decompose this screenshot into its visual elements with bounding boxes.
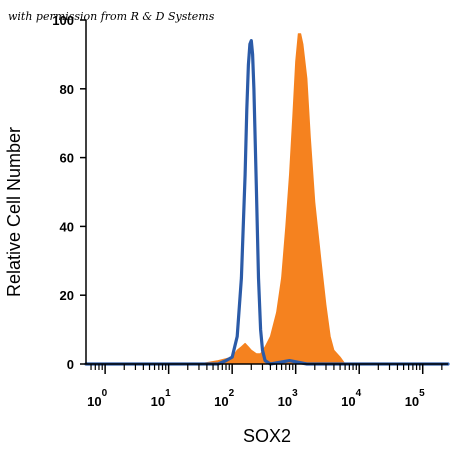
x-tick-label: 100 <box>87 388 107 409</box>
x-tick-label: 102 <box>214 388 234 409</box>
y-tick-label: 0 <box>67 357 74 372</box>
y-axis-title: Relative Cell Number <box>4 127 24 297</box>
x-tick-label: 103 <box>278 388 298 409</box>
plot-area <box>84 33 450 366</box>
x-tick-label: 105 <box>405 388 425 409</box>
watermark-text: with permission from R & D Systems <box>8 10 215 23</box>
y-tick-label: 40 <box>60 219 74 234</box>
x-tick-label: 104 <box>341 388 361 409</box>
series-0-area <box>85 33 449 365</box>
y-tick-label: 60 <box>60 151 74 166</box>
y-tick-label: 80 <box>60 82 74 97</box>
series-1-line <box>84 39 450 366</box>
axis-labels: SOX2 Relative Cell Number <box>4 127 291 446</box>
y-tick-label: 100 <box>52 13 74 28</box>
x-axis-title: SOX2 <box>243 426 291 446</box>
y-tick-label: 20 <box>60 288 74 303</box>
axes: 0 20 40 60 80 100 100 101 102 103 104 105 <box>52 13 448 409</box>
x-tick-label: 101 <box>151 388 171 409</box>
